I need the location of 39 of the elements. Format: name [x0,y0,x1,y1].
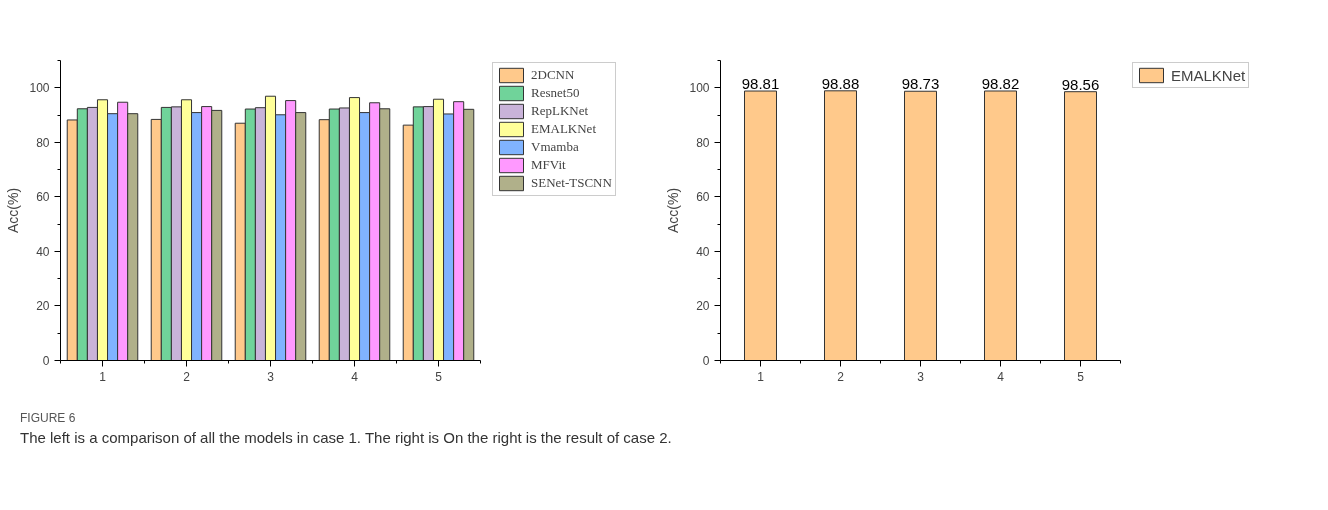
y-tick-label: 80 [696,135,710,150]
data-label: 98.73 [901,75,940,93]
x-tick-label: 3 [917,369,925,384]
x-tick-label: 1 [99,369,107,384]
x-tick-label: 4 [351,369,359,384]
data-label: 98.56 [1061,75,1100,93]
y-tick-label: 0 [42,354,50,368]
y-tick-label: 80 [36,135,50,150]
y-axis-title: Acc(%) [5,187,22,234]
legend-label: MFVit [531,157,566,173]
data-label: 98.82 [981,74,1020,92]
x-tick-label: 2 [837,369,845,384]
legend-label: EMALKNet [531,121,596,137]
legend-label: SENet-TSCNN [531,175,612,191]
x-tick-label: 3 [267,369,275,384]
y-tick-label: 20 [696,299,710,314]
y-axis-title: Acc(%) [665,187,682,234]
y-tick-label: 100 [689,81,710,96]
y-tick-label: 60 [36,190,50,205]
text: The left is a comparison of all the models in case 1. The right is On the right is the result of case 2. [20,428,672,449]
y-tick-label: 0 [702,354,710,368]
data-label: 98.81 [741,75,780,93]
x-tick-label: 5 [435,369,443,384]
y-tick-label: 100 [29,81,50,96]
y-tick-label: 20 [36,299,50,314]
x-tick-label: 2 [183,369,191,384]
y-tick-label: 60 [696,190,710,205]
x-tick-label: 4 [997,369,1005,384]
caption: FIGURE 6 [20,410,76,427]
legend-label: Vmamba [531,139,579,155]
legend-label: RepLKNet [531,103,589,119]
y-tick-label: 40 [36,244,50,259]
data-label: 98.88 [821,74,860,92]
legend-label: 2DCNN [531,67,575,83]
x-tick-label: 1 [757,369,765,384]
x-tick-label: 5 [1077,369,1085,384]
legend-label: Resnet50 [531,85,580,101]
legend-label: EMALKNet [1171,66,1246,84]
y-tick-label: 40 [696,244,710,259]
